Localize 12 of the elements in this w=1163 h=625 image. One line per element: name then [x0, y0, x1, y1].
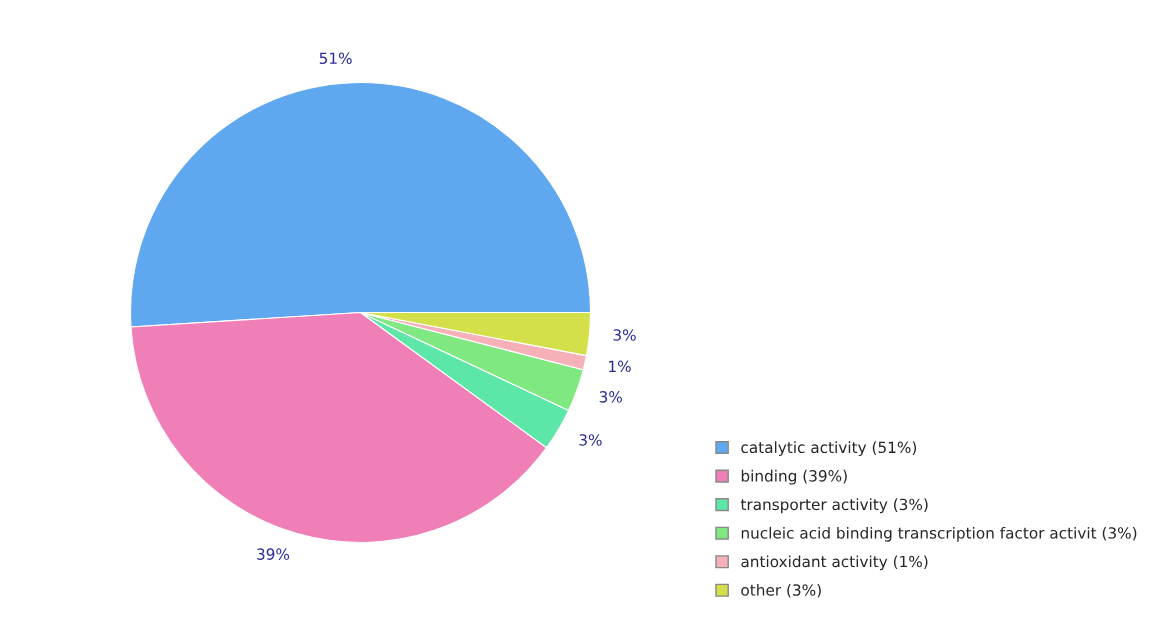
- data-label: 1%: [609, 360, 631, 373]
- legend-label: catalytic activity (51%): [741, 441, 917, 457]
- legend-label: binding (39%): [741, 469, 847, 485]
- data-label: 39%: [257, 548, 290, 560]
- legend-label: antioxidant activity (1%): [741, 555, 928, 571]
- legend-label: other (3%): [741, 583, 821, 598]
- legend-label: transporter activity (3%): [740, 498, 928, 514]
- data-label: 3%: [579, 434, 602, 446]
- legend-label: nucleic acid binding transcription factor activit (3%): [741, 526, 1137, 542]
- data-label: 3%: [613, 329, 636, 341]
- data-label: 51%: [319, 52, 352, 65]
- data-label: 3%: [599, 391, 622, 403]
